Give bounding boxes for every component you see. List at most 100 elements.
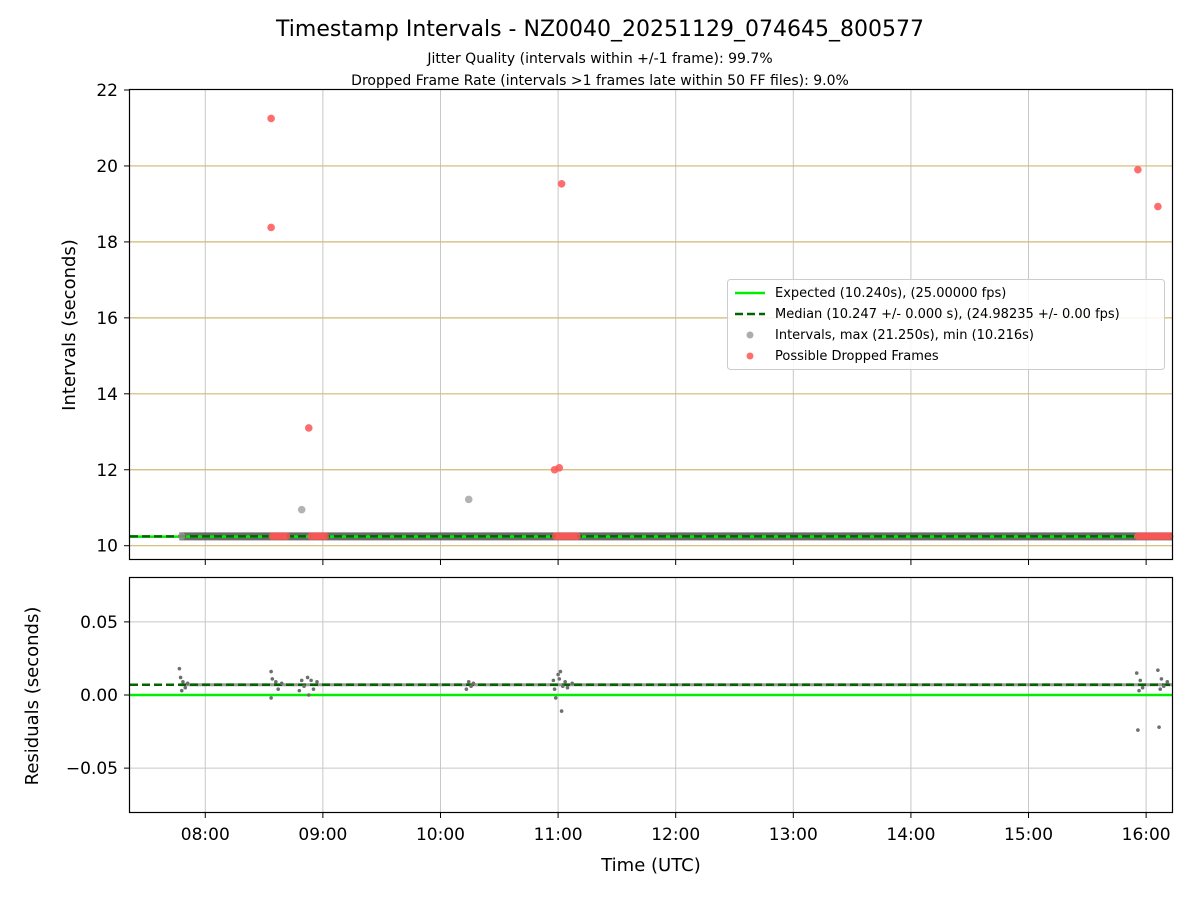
residual-point-11: [279, 681, 284, 686]
intervals-x-ticks: [204, 559, 1147, 565]
x-tick-label-4: 12:00: [651, 825, 700, 845]
residual-point-38: [1138, 678, 1143, 683]
chart-subtitle-jitter: Jitter Quality (intervals within +/-1 fr…: [426, 51, 772, 67]
x-tick-label-7: 15:00: [1004, 825, 1053, 845]
residual-point-30: [559, 709, 564, 713]
residual-point-41: [1157, 725, 1161, 729]
intervals-y-tick-label-5: 20: [96, 157, 118, 177]
intervals-y-tick-label-6: 22: [96, 81, 118, 101]
residual-point-40: [1156, 668, 1160, 672]
residual-point-13: [299, 678, 304, 683]
residuals-y-tick-label-0: 0.05: [80, 613, 118, 633]
residual-point-43: [1159, 677, 1164, 681]
residual-point-2: [179, 688, 184, 693]
residual-point-16: [306, 693, 311, 697]
residual-point-9: [274, 680, 278, 684]
intervals-y-tick-label-3: 16: [96, 309, 118, 329]
residual-point-34: [570, 681, 575, 686]
residual-point-8: [270, 677, 275, 681]
residual-point-36: [1136, 728, 1140, 732]
dropped-frame-point-1: [267, 223, 275, 232]
residual-point-19: [315, 680, 319, 684]
residual-point-1: [178, 675, 183, 680]
residual-point-25: [552, 687, 557, 691]
chart-title: Timestamp Intervals - NZ0040_20251129_07…: [275, 17, 924, 42]
residual-point-32: [563, 680, 567, 684]
residual-point-27: [556, 672, 560, 677]
residual-point-33: [565, 685, 570, 690]
x-axis-label: Time (UTC): [600, 855, 701, 876]
residual-point-24: [551, 678, 556, 683]
dropped-frame-point-7: [1154, 202, 1162, 211]
legend-expected-label: Expected (10.240s), (25.00000 fps): [775, 286, 1006, 301]
residual-point-0: [177, 666, 182, 671]
residual-point-7: [269, 696, 273, 700]
residual-point-17: [309, 678, 313, 683]
intervals-y-ticks: 10 12 14 16 18 20 22: [96, 81, 130, 557]
residual-point-22: [469, 684, 473, 689]
x-tick-label-0: 08:00: [181, 825, 230, 845]
residual-point-39: [1140, 685, 1145, 690]
dropped-frame-point-6: [1134, 165, 1142, 174]
x-tick-label-3: 11:00: [534, 825, 583, 845]
residuals-y-tick-label-1: 0.00: [80, 686, 118, 706]
residuals-y-ticks: 0.05 0.00 −0.05: [66, 613, 130, 779]
residual-point-12: [297, 688, 302, 693]
legend-dropped-swatch: [746, 352, 754, 360]
residuals-y-label: Residuals (seconds): [22, 607, 43, 786]
intervals-axes-frame: [128, 88, 1174, 561]
residual-point-3: [181, 680, 185, 684]
legend-intervals-label: Intervals, max (21.250s), min (10.216s): [775, 328, 1034, 343]
dropped-frame-point-17: [321, 532, 330, 541]
residual-point-37: [1137, 688, 1141, 693]
x-tick-label-6: 14:00: [886, 825, 935, 845]
x-tick-label-1: 09:00: [298, 825, 347, 845]
residuals-y-tick-label-2: −0.05: [66, 759, 118, 779]
dropped-frame-point-0: [267, 114, 275, 123]
intervals-y-tick-label-2: 14: [96, 385, 118, 405]
residuals-plot: [130, 666, 1172, 732]
residual-point-5: [185, 681, 190, 686]
intervals-y-label: Intervals (seconds): [59, 239, 80, 411]
dropped-frame-point-12: [282, 532, 291, 541]
residual-point-29: [558, 669, 563, 674]
x-tick-label-5: 13:00: [769, 825, 818, 845]
legend-box: [727, 279, 1165, 370]
dropped-frame-point-34: [1165, 532, 1174, 541]
dropped-frame-point-24: [573, 532, 581, 541]
legend-dropped-label: Possible Dropped Frames: [775, 349, 939, 364]
residuals-x-ticks: 08:00 09:00 10:00 11:00 12:00 13:00 14:00 15:00…: [181, 812, 1171, 845]
residual-point-4: [183, 685, 188, 690]
dropped-frame-point-2: [304, 424, 313, 432]
intervals-y-tick-label-0: 10: [96, 537, 118, 557]
interval-point-2: [177, 532, 186, 541]
residual-point-18: [311, 687, 316, 691]
residual-point-31: [560, 684, 565, 689]
legend-intervals-swatch: [746, 331, 754, 339]
intervals-plot: [130, 114, 1174, 541]
residual-point-42: [1158, 687, 1163, 691]
legend-median-label: Median (10.247 +/- 0.000 s), (24.98235 +…: [775, 307, 1120, 322]
residual-point-21: [466, 680, 471, 684]
intervals-y-tick-label-4: 18: [96, 233, 118, 253]
residual-point-14: [302, 684, 306, 689]
residual-point-35: [1134, 671, 1139, 675]
residual-point-20: [464, 687, 469, 691]
residual-point-6: [269, 669, 273, 674]
residual-point-10: [276, 687, 280, 691]
residual-point-28: [557, 677, 562, 681]
dropped-frame-point-5: [555, 464, 564, 472]
residual-point-23: [471, 681, 476, 686]
interval-point-0: [297, 505, 306, 514]
interval-point-1: [464, 495, 473, 504]
intervals-y-tick-label-1: 12: [96, 461, 118, 481]
dropped-frame-point-3: [557, 180, 566, 188]
residual-point-44: [1161, 684, 1166, 689]
residual-point-15: [305, 675, 310, 680]
residual-point-26: [553, 696, 558, 700]
residual-point-45: [1165, 680, 1170, 684]
x-tick-label-8: 16:00: [1122, 825, 1171, 845]
chart-subtitle-dropped: Dropped Frame Rate (intervals >1 frames …: [351, 73, 849, 89]
